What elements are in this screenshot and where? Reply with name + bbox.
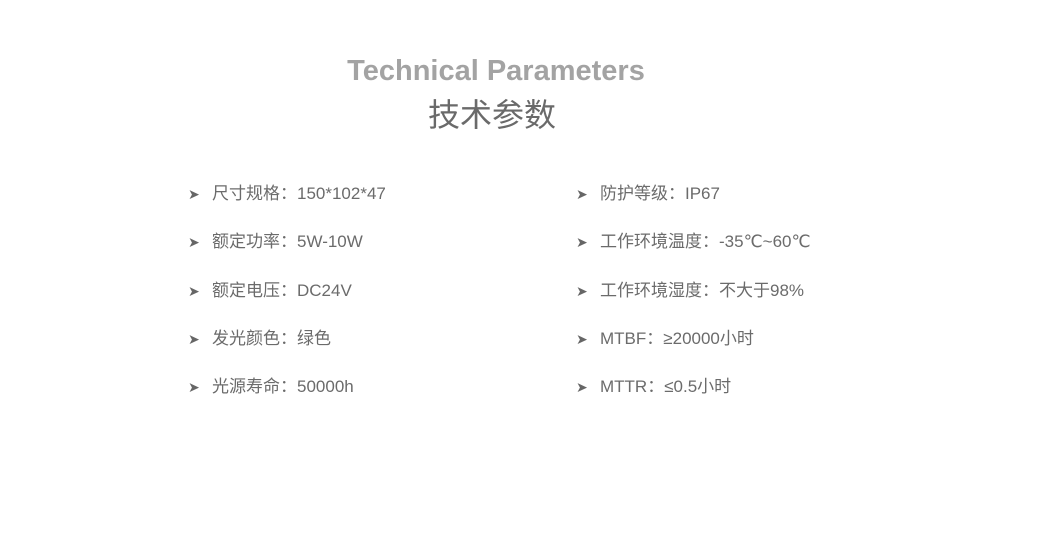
params-right-column: ➤ 防护等级： IP67 ➤ 工作环境温度： -35℃~60℃ ➤ 工作环境湿度：不大于98%… (576, 181, 811, 422)
param-item: ➤ 尺寸规格： 150*102*47 (188, 181, 386, 229)
param-value: 绿色 (297, 328, 331, 348)
param-separator: ： (280, 328, 297, 348)
param-separator: ： (280, 184, 297, 203)
title-chinese: 技术参数 (427, 97, 556, 133)
arrowhead-bullet-icon: ➤ (188, 186, 200, 202)
arrowhead-bullet-icon: ➤ (188, 330, 200, 347)
param-item: ➤ 额定电压： DC24V (188, 278, 386, 326)
param-label: 发光颜色 (212, 328, 280, 348)
param-label: MTBF (600, 328, 647, 348)
param-item: ➤ 发光颜色：绿色 (188, 326, 386, 374)
param-value: ≤0.5小时 (664, 377, 732, 397)
title-english: Technical Parameters (347, 55, 645, 87)
params-left-column: ➤ 尺寸规格： 150*102*47 ➤ 额定功率： 5W-10W ➤ 额定电压： DC24V ➤… (188, 181, 386, 422)
param-label: 尺寸规格 (212, 184, 280, 203)
arrowhead-bullet-icon: ➤ (188, 379, 200, 396)
param-value: ≥20000小时 (663, 328, 754, 348)
param-label: MTTR (600, 377, 648, 397)
param-label: 额定电压 (212, 280, 280, 300)
param-item: ➤ MTTR： ≤0.5小时 (576, 374, 811, 422)
param-item: ➤ 防护等级： IP67 (576, 181, 811, 229)
arrowhead-bullet-icon: ➤ (576, 186, 588, 202)
param-separator: ： (280, 377, 297, 397)
param-item: ➤ 额定功率： 5W-10W (188, 229, 386, 277)
param-label: 光源寿命 (212, 377, 280, 397)
param-item: ➤ 光源寿命： 50000h (188, 374, 386, 422)
param-separator: ： (280, 232, 297, 252)
param-value: 5W-10W (297, 232, 363, 252)
param-separator: ： (668, 184, 685, 203)
param-separator: ： (647, 377, 665, 397)
param-value: -35℃~60℃ (719, 232, 811, 252)
param-separator: ： (702, 280, 719, 300)
param-value: DC24V (297, 280, 352, 300)
arrowhead-bullet-icon: ➤ (576, 379, 588, 396)
param-label: 防护等级 (600, 184, 668, 203)
param-value: 50000h (297, 377, 354, 397)
param-label: 工作环境湿度 (600, 280, 702, 300)
param-value: IP67 (685, 184, 720, 203)
arrowhead-bullet-icon: ➤ (188, 234, 200, 251)
param-separator: ： (280, 280, 297, 300)
param-separator: ： (646, 328, 664, 348)
param-label: 工作环境温度 (600, 232, 702, 252)
param-item: ➤ 工作环境温度： -35℃~60℃ (576, 229, 811, 277)
arrowhead-bullet-icon: ➤ (576, 234, 588, 251)
arrowhead-bullet-icon: ➤ (576, 330, 588, 347)
param-value: 不大于98% (719, 280, 805, 300)
param-item: ➤ MTBF： ≥20000小时 (576, 326, 811, 374)
param-separator: ： (702, 232, 719, 252)
arrowhead-bullet-icon: ➤ (188, 282, 200, 299)
param-item: ➤ 工作环境湿度：不大于98% (576, 278, 811, 326)
param-label: 额定功率 (212, 232, 280, 252)
param-value: 150*102*47 (297, 184, 386, 203)
arrowhead-bullet-icon: ➤ (576, 282, 588, 299)
